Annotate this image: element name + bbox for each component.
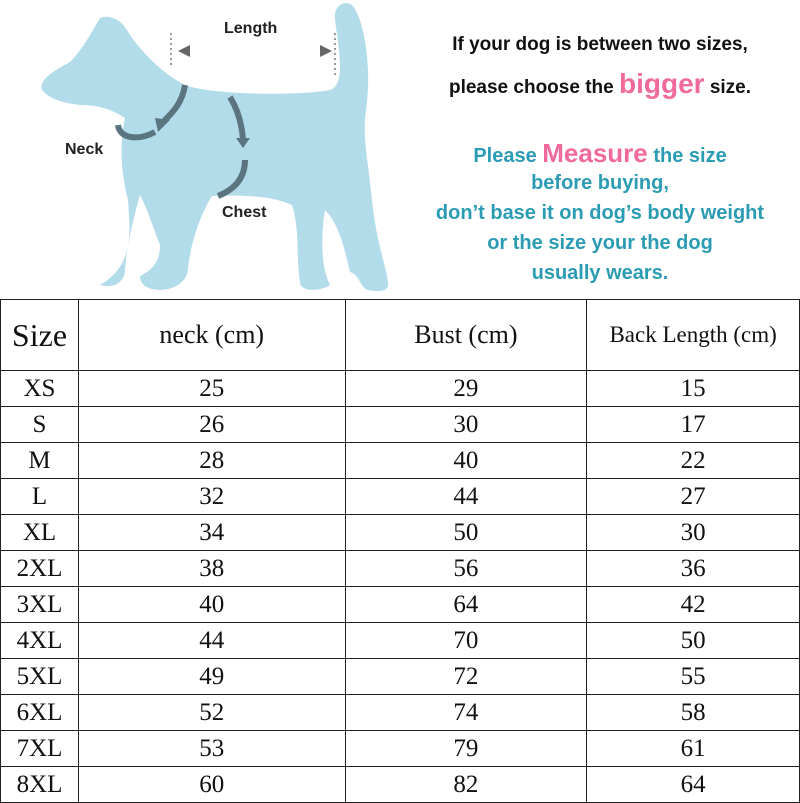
table-row: 6XL 52 74 58 (0, 694, 800, 731)
notice-line-6: or the size your the dog (487, 232, 713, 254)
cell-size: 6XL (0, 694, 79, 731)
cell-size: 7XL (0, 730, 79, 767)
cell-bust: 74 (344, 694, 588, 731)
cell-neck: 52 (77, 694, 346, 731)
dog-silhouette (41, 3, 389, 292)
cell-size: S (0, 406, 79, 443)
cell-neck: 32 (77, 478, 346, 515)
chest-arrow-icon (216, 95, 248, 199)
cell-size: 4XL (0, 622, 79, 659)
table-row: 4XL 44 70 50 (0, 622, 800, 659)
cell-bust: 29 (344, 370, 588, 407)
cell-back-length: 58 (586, 694, 800, 731)
cell-bust: 82 (344, 766, 588, 803)
cell-neck: 60 (77, 766, 346, 803)
size-chart-table: Size neck (cm) Bust (cm) Back Length (cm… (0, 299, 800, 803)
table-row: L 32 44 27 (0, 478, 800, 515)
table-row: 8XL 60 82 64 (0, 766, 800, 803)
cell-neck: 44 (77, 622, 346, 659)
table-header-row: Size neck (cm) Bust (cm) Back Length (cm… (0, 299, 800, 371)
length-label: Length (224, 20, 278, 37)
cell-back-length: 27 (586, 478, 800, 515)
cell-bust: 50 (344, 514, 588, 551)
cell-back-length: 36 (586, 550, 800, 587)
notice-text: the size (653, 145, 727, 167)
cell-back-length: 22 (586, 442, 800, 479)
cell-neck: 26 (77, 406, 346, 443)
cell-bust: 72 (344, 658, 588, 695)
cell-bust: 64 (344, 586, 588, 623)
cell-back-length: 42 (586, 586, 800, 623)
table-row: XS 25 29 15 (0, 370, 800, 407)
cell-bust: 79 (344, 730, 588, 767)
notice-line-2: please choose the bigger size. (400, 68, 800, 100)
cell-back-length: 50 (586, 622, 800, 659)
header-neck: neck (cm) (77, 299, 346, 371)
cell-neck: 34 (77, 514, 346, 551)
cell-neck: 28 (77, 442, 346, 479)
cell-neck: 49 (77, 658, 346, 695)
notice-line-5: don’t base it on dog’s body weight (435, 202, 765, 224)
cell-back-length: 64 (586, 766, 800, 803)
cell-size: 5XL (0, 658, 79, 695)
bigger-highlight: bigger (618, 68, 705, 99)
cell-size: L (0, 478, 79, 515)
cell-back-length: 61 (586, 730, 800, 767)
cell-bust: 56 (344, 550, 588, 587)
header-bust: Bust (cm) (344, 299, 588, 371)
cell-back-length: 55 (586, 658, 800, 695)
table-row: 2XL 38 56 36 (0, 550, 800, 587)
cell-size: XL (0, 514, 79, 551)
table-row: 7XL 53 79 61 (0, 730, 800, 767)
cell-back-length: 15 (586, 370, 800, 407)
dog-measurement-diagram (41, 3, 389, 292)
neck-label: Neck (65, 141, 104, 158)
notice-line-1: If your dog is between two sizes, (452, 34, 748, 55)
notice-text: please choose the (448, 77, 614, 98)
cell-size: XS (0, 370, 79, 407)
cell-bust: 30 (344, 406, 588, 443)
chest-label: Chest (222, 204, 267, 221)
cell-neck: 53 (77, 730, 346, 767)
cell-bust: 70 (344, 622, 588, 659)
cell-neck: 25 (77, 370, 346, 407)
notice-line-7: usually wears. (531, 262, 669, 284)
table-row: 5XL 49 72 55 (0, 658, 800, 695)
measure-highlight: Measure (542, 138, 648, 168)
header-size: Size (0, 299, 79, 371)
sizing-notice: If your dog is between two sizes, please… (400, 0, 800, 300)
cell-neck: 40 (77, 586, 346, 623)
cell-bust: 44 (344, 478, 588, 515)
cell-back-length: 17 (586, 406, 800, 443)
cell-size: 3XL (0, 586, 79, 623)
table-row: 3XL 40 64 42 (0, 586, 800, 623)
cell-size: 2XL (0, 550, 79, 587)
notice-line-4: before buying, (531, 172, 669, 194)
cell-back-length: 30 (586, 514, 800, 551)
header-back-length: Back Length (cm) (586, 299, 800, 371)
cell-bust: 40 (344, 442, 588, 479)
table-row: M 28 40 22 (0, 442, 800, 479)
notice-text: size. (709, 77, 752, 98)
cell-size: 8XL (0, 766, 79, 803)
cell-neck: 38 (77, 550, 346, 587)
table-row: XL 34 50 30 (0, 514, 800, 551)
notice-text: Please (473, 145, 537, 167)
cell-size: M (0, 442, 79, 479)
notice-line-3: Please Measure the size (400, 138, 800, 169)
table-row: S 26 30 17 (0, 406, 800, 443)
